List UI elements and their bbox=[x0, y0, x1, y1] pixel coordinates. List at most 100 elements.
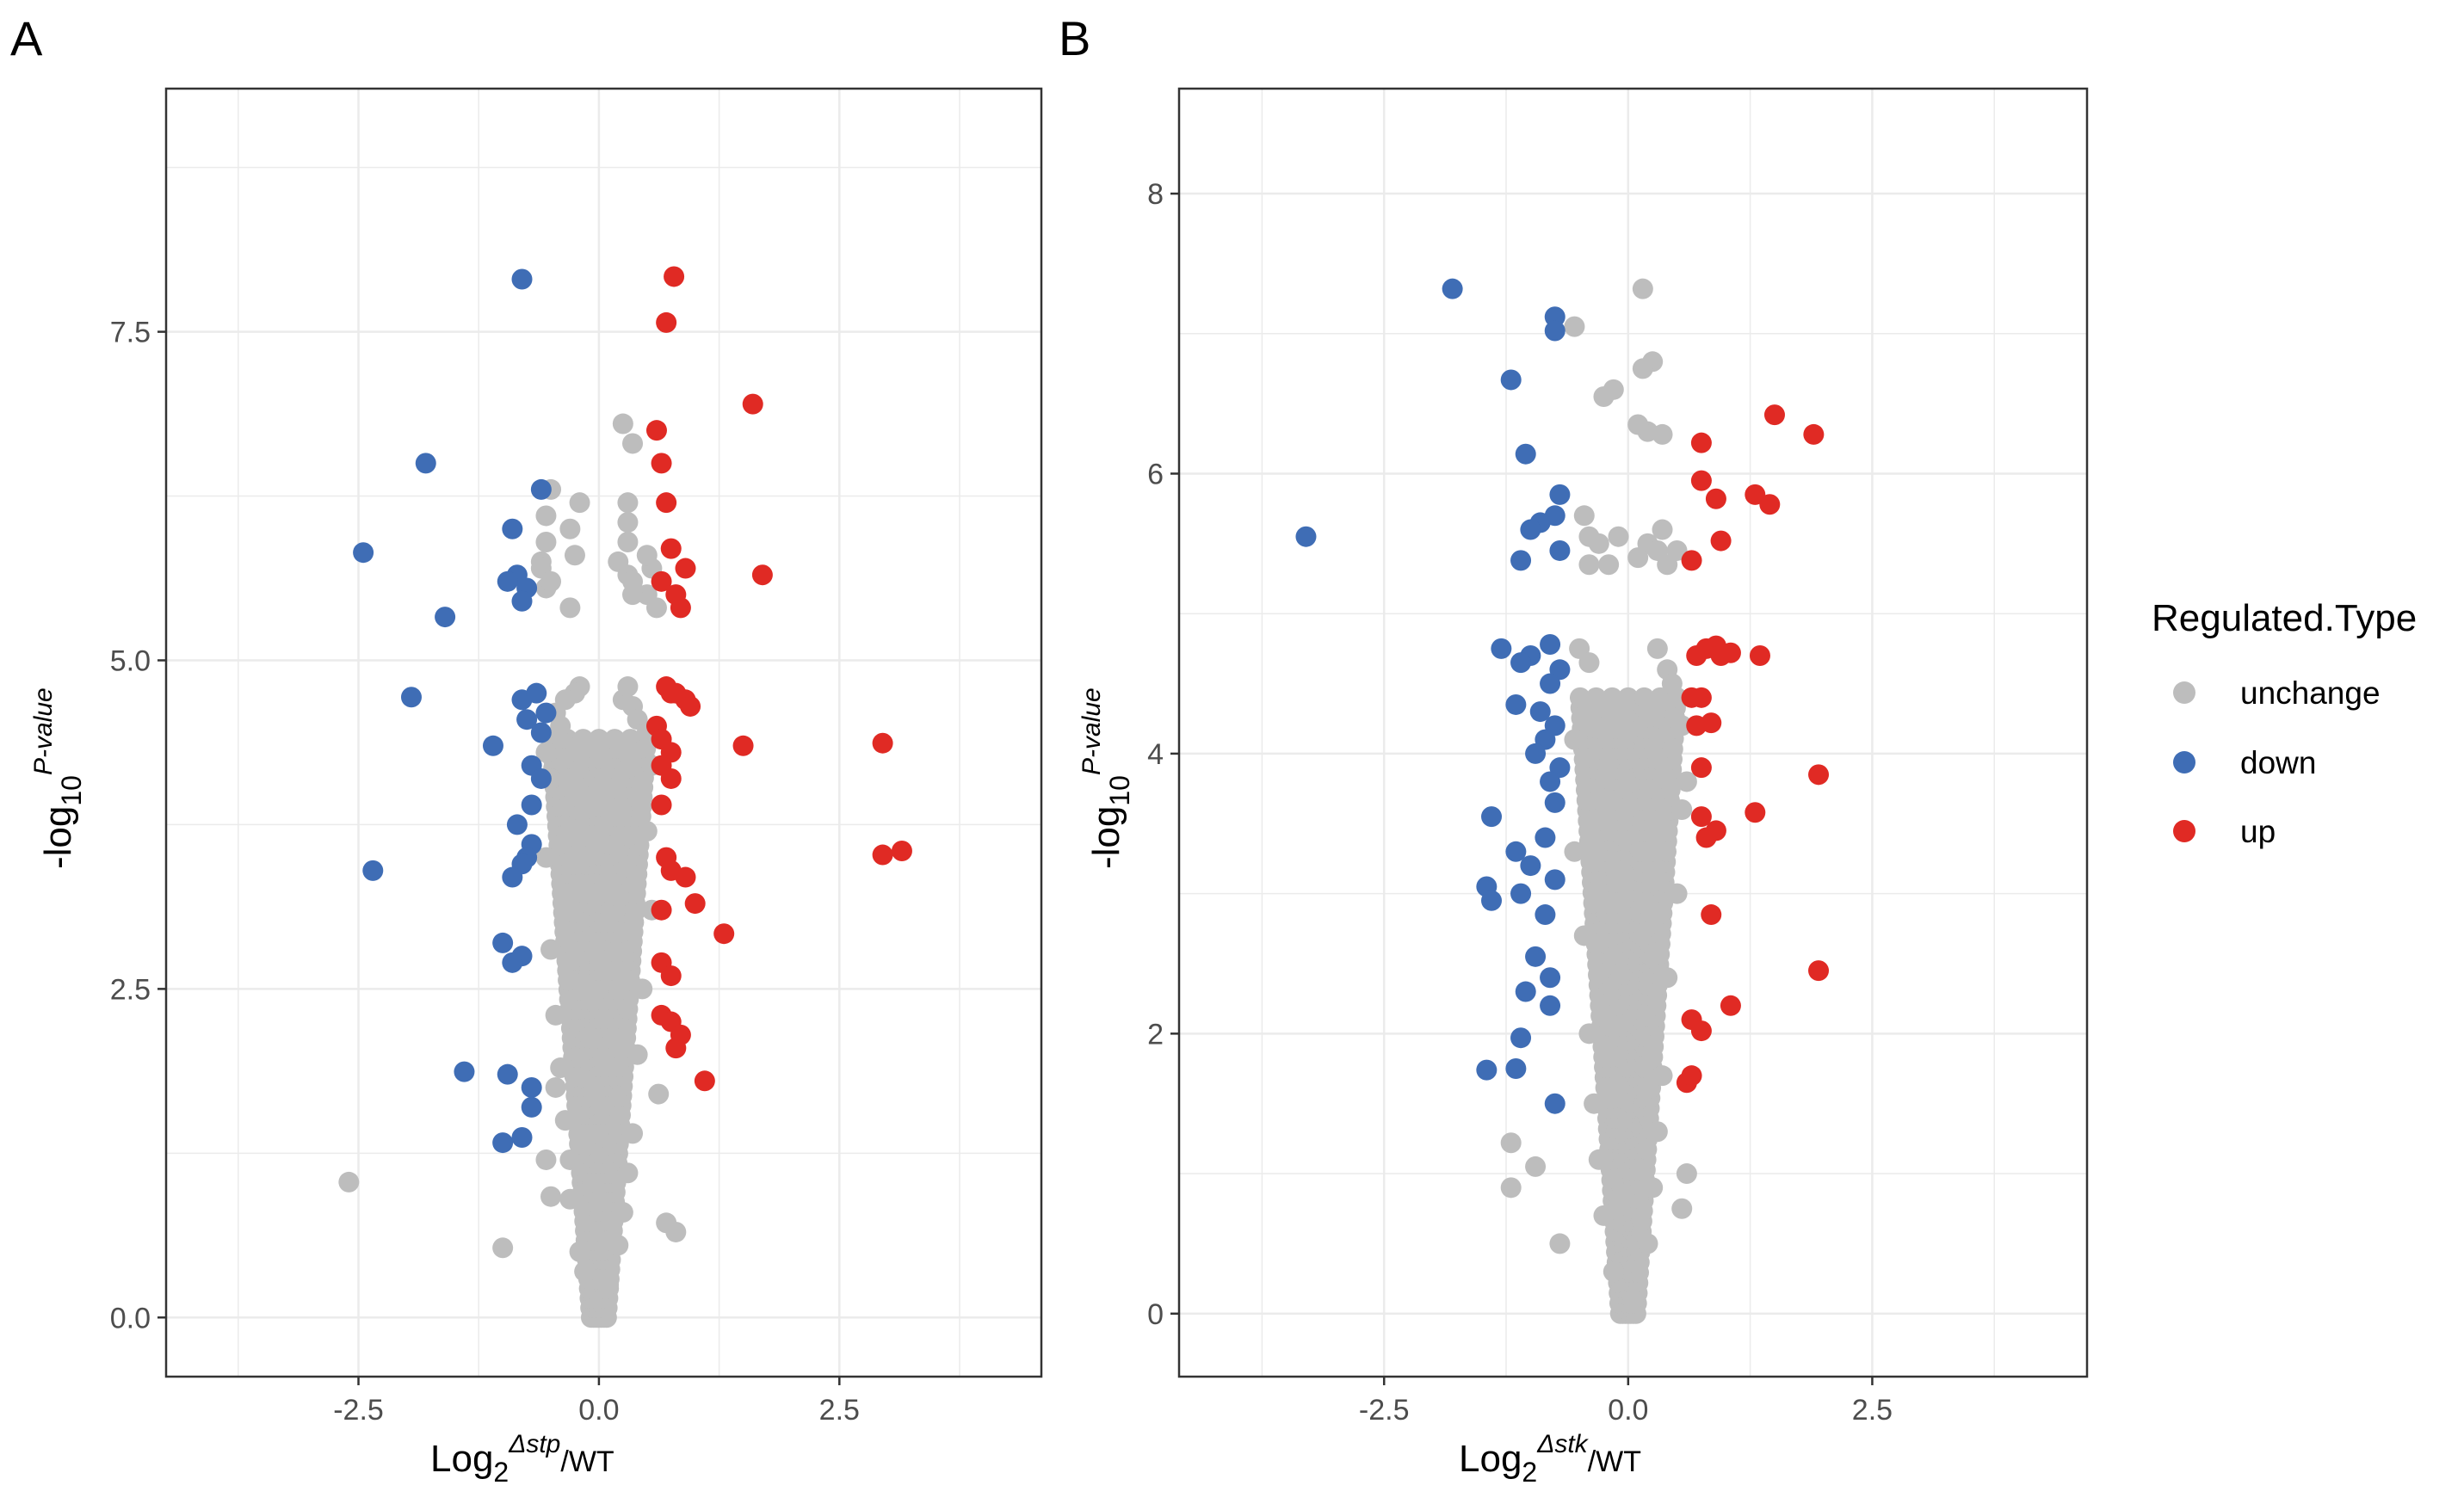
panel-a-y-tick-label: 7.5 bbox=[110, 317, 151, 349]
panel-b-y-axis: 0 2 4 6 8 bbox=[1147, 178, 1179, 1331]
legend-key-unchange bbox=[2173, 681, 2195, 704]
point-up bbox=[675, 558, 696, 579]
point-unchange bbox=[1646, 1121, 1668, 1143]
point-unchange-cloud bbox=[1585, 687, 1607, 708]
point-unchange bbox=[608, 1235, 629, 1256]
point-up bbox=[675, 866, 696, 888]
point-up bbox=[732, 735, 754, 756]
point-unchange bbox=[1549, 1233, 1571, 1254]
point-up bbox=[1690, 806, 1712, 828]
point-unchange bbox=[636, 545, 658, 566]
point-down bbox=[1529, 701, 1551, 723]
point-up bbox=[872, 844, 893, 866]
point-unchange-cloud bbox=[588, 729, 609, 750]
point-unchange bbox=[1588, 1149, 1609, 1170]
point-up bbox=[742, 393, 763, 415]
panel-a-x-axis-title: Log2Δstp/WT bbox=[430, 1430, 614, 1488]
legend-title: Regulated.Type bbox=[2152, 597, 2417, 639]
point-up bbox=[684, 893, 706, 915]
legend-entry-up: up bbox=[2173, 814, 2276, 849]
point-unchange bbox=[1627, 547, 1649, 569]
point-unchange bbox=[617, 1162, 639, 1184]
point-up bbox=[645, 420, 667, 441]
point-unchange bbox=[535, 505, 557, 527]
panel-a-y-axis: 0.0 2.5 5.0 7.5 bbox=[110, 317, 166, 1334]
point-down bbox=[362, 860, 384, 881]
point-unchange bbox=[1666, 687, 1688, 708]
point-unchange bbox=[636, 821, 658, 842]
panel-b-y-tick-label: 8 bbox=[1147, 178, 1164, 211]
point-unchange-cloud bbox=[1633, 687, 1655, 708]
point-up bbox=[1808, 764, 1830, 786]
panel-a-x-tick-label: 2.5 bbox=[819, 1394, 860, 1427]
point-up bbox=[891, 840, 912, 861]
panel-b-y-tick-label: 0 bbox=[1147, 1298, 1164, 1331]
panel-a-x-tick-label: 0.0 bbox=[578, 1394, 619, 1427]
point-unchange bbox=[1657, 967, 1678, 989]
point-unchange bbox=[550, 715, 571, 737]
point-unchange bbox=[598, 1274, 620, 1296]
point-unchange bbox=[1666, 883, 1688, 904]
point-up bbox=[1701, 712, 1722, 734]
point-down bbox=[1491, 638, 1512, 659]
point-up bbox=[1720, 995, 1741, 1016]
point-down bbox=[1544, 792, 1565, 813]
point-up bbox=[1745, 802, 1766, 823]
point-unchange bbox=[1603, 1260, 1624, 1282]
point-down bbox=[435, 607, 456, 628]
point-unchange bbox=[1593, 385, 1615, 407]
point-unchange bbox=[622, 433, 644, 454]
point-unchange bbox=[1593, 1205, 1615, 1226]
point-up bbox=[1720, 642, 1741, 663]
point-down bbox=[1549, 484, 1571, 505]
point-down bbox=[1520, 519, 1541, 540]
point-unchange bbox=[569, 492, 590, 514]
point-unchange bbox=[617, 492, 639, 514]
point-down bbox=[502, 518, 523, 539]
point-up bbox=[660, 767, 682, 789]
panel-a-x-tick-label: -2.5 bbox=[333, 1394, 384, 1427]
point-unchange bbox=[559, 1149, 581, 1170]
point-unchange bbox=[540, 570, 562, 592]
point-unchange bbox=[1573, 925, 1595, 946]
point-unchange bbox=[559, 1188, 581, 1210]
point-unchange bbox=[1500, 1132, 1522, 1154]
point-unchange bbox=[1676, 1163, 1697, 1185]
point-down bbox=[521, 1096, 542, 1118]
panel-b-x-tick-label: -2.5 bbox=[1359, 1394, 1410, 1427]
point-unchange bbox=[1632, 278, 1653, 299]
point-unchange bbox=[622, 584, 644, 606]
point-unchange bbox=[535, 847, 557, 868]
legend-label-unchange: unchange bbox=[2240, 675, 2381, 711]
point-down bbox=[1515, 981, 1536, 1002]
point-up bbox=[1763, 404, 1785, 426]
panel-a-label: A bbox=[10, 11, 43, 65]
point-down bbox=[1505, 693, 1527, 715]
point-up bbox=[651, 453, 672, 474]
point-unchange bbox=[535, 1149, 557, 1170]
legend-entry-down: down bbox=[2173, 745, 2316, 780]
point-down bbox=[497, 570, 518, 592]
point-up bbox=[1710, 530, 1732, 552]
point-down bbox=[1515, 443, 1536, 465]
point-up bbox=[1749, 645, 1770, 667]
point-unchange bbox=[1627, 414, 1649, 435]
point-up bbox=[1690, 470, 1712, 491]
point-unchange bbox=[1622, 1289, 1644, 1310]
point-up bbox=[1695, 827, 1717, 848]
point-down bbox=[502, 952, 523, 973]
point-up bbox=[651, 794, 672, 816]
point-down bbox=[535, 702, 557, 724]
panel-a-y-axis-title: -log10P-value bbox=[29, 687, 87, 869]
point-down bbox=[497, 1063, 518, 1085]
point-down bbox=[1535, 904, 1556, 926]
point-down bbox=[526, 682, 547, 704]
point-unchange bbox=[1652, 423, 1673, 445]
point-down bbox=[1525, 946, 1547, 967]
point-down bbox=[1481, 806, 1503, 828]
panel-b-y-tick-label: 6 bbox=[1147, 458, 1164, 490]
point-unchange bbox=[540, 939, 562, 960]
point-unchange bbox=[1578, 652, 1600, 674]
point-down bbox=[1505, 841, 1527, 862]
point-unchange bbox=[617, 512, 639, 533]
